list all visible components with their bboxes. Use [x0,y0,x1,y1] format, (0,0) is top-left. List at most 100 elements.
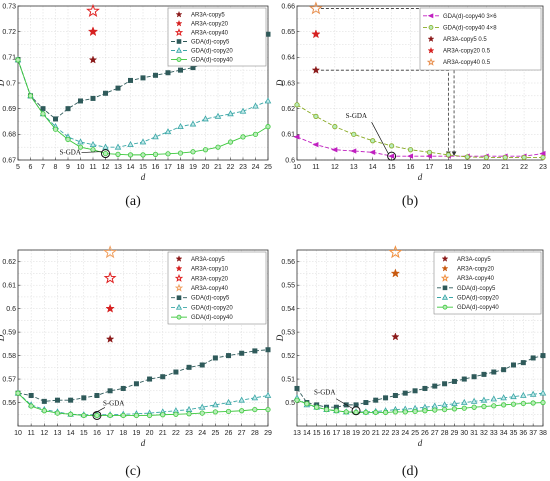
data-point [529,390,537,397]
data-point [81,412,87,419]
legend-entry: GDA(d)-copy20 [191,305,233,311]
legend-marker [441,255,449,262]
data-point [41,408,47,414]
y-tick-label: 0.64 [281,55,295,62]
series-GDA(d)-copy40 [15,390,271,419]
legend-entry: AR3A-copy5 [191,257,225,263]
y-tick-label: 0.62 [281,106,295,113]
data-point [140,152,146,158]
legend-marker [175,19,183,27]
data-point [501,402,507,408]
data-point [115,85,121,91]
x-tick-label: 23 [185,430,193,437]
data-point [160,412,166,418]
data-point [199,410,205,416]
data-point [520,391,527,398]
data-point [133,412,140,419]
panel-label: (c) [125,464,141,479]
y-tick-label: 0.7 [6,80,16,87]
x-tick-label: 10 [77,164,85,171]
x-tick-label: 33 [490,430,498,437]
data-point [214,112,222,119]
series-GDA(d)-copy5 [294,353,546,410]
data-point [392,392,398,398]
data-point [90,95,96,101]
x-tick-label: 19 [133,430,141,437]
data-point [373,397,379,403]
data-point [186,411,192,417]
legend-entry: GDA(d)-copy40 [457,305,499,311]
sgda-leader [335,398,354,410]
legend-marker [174,283,184,292]
sgda-circle [387,151,397,161]
data-point [120,412,126,419]
legend-marker [176,295,182,301]
data-point [461,398,468,405]
data-point [311,29,321,39]
data-point [127,140,134,147]
data-point [105,303,115,313]
data-point [425,153,432,159]
data-point [146,412,153,419]
data-point [363,400,369,406]
data-point [265,124,271,130]
data-point [103,245,117,259]
legend-entry: AR3A-copy5 0.5 [443,37,487,43]
data-point [402,409,408,415]
data-point [388,153,395,159]
data-point [382,409,389,415]
data-point [294,102,300,108]
data-point [530,400,536,406]
data-point [81,395,87,401]
data-point [77,144,84,150]
data-point [422,408,428,414]
data-point [343,409,349,415]
x-tick-label: 15 [80,430,88,437]
x-tick-label: 16 [323,430,331,437]
x-tick-label: 18 [444,164,452,171]
x-tick-label: 23 [539,164,547,171]
data-point [177,150,184,156]
legend-entry: GDA(d)-copy40 [191,58,233,64]
legend-marker [176,57,182,62]
x-tick-label: 38 [539,430,547,437]
y-tick-label: 0.52 [281,353,295,360]
x-tick-label: 17 [332,430,340,437]
data-point [114,143,122,150]
x-tick-label: 19 [189,164,197,171]
legend-marker [175,264,183,272]
y-tick-label: 0.6 [6,306,16,313]
data-point [451,400,458,407]
sgda-circle [101,149,110,159]
series-AR3A-copy20 0.5 [311,29,321,39]
data-point [426,149,433,155]
x-tick-label: 14 [303,430,311,437]
y-tick-label: 0.68 [2,132,16,139]
data-point [226,353,232,359]
x-tick-label: 18 [342,430,350,437]
data-point [212,409,218,415]
series-GDA(d)-copy40 [15,57,271,158]
data-point [139,138,147,145]
panel-label: (a) [125,194,141,209]
data-point [363,409,369,415]
legend-entry: GDA(d)-copy5 [191,40,230,46]
data-point [501,367,507,373]
data-point [491,369,497,375]
data-point [86,3,100,17]
x-tick-label: 16 [407,164,415,171]
x-axis-label: d [418,438,423,448]
data-point [115,151,121,157]
data-point [128,77,134,83]
legend-marker [176,39,182,44]
x-tick-label: 25 [211,430,219,437]
data-point [177,122,184,130]
y-tick-label: 0.57 [2,376,16,383]
data-point [350,148,357,154]
legend-entry: AR3A-copy40 0.5 [443,60,491,66]
x-tick-label: 23 [239,164,247,171]
series-AR3A-copy40 [388,245,403,259]
legend-entry: GDA(d)-copy5 [457,286,496,292]
x-tick-label: 24 [401,430,409,437]
data-point [90,147,96,153]
